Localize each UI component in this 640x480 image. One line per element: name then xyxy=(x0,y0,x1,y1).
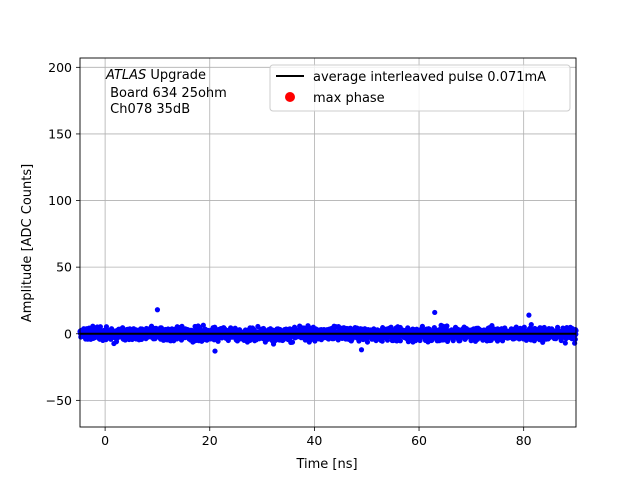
annotation-upgrade: Upgrade xyxy=(146,68,206,83)
x-tick-label: 60 xyxy=(411,433,427,448)
annotation-atlas: ATLAS xyxy=(105,68,146,83)
data-point xyxy=(384,337,391,343)
data-point xyxy=(528,322,534,328)
y-axis-label: Amplitude [ADC Counts] xyxy=(20,164,35,322)
data-point xyxy=(289,339,296,345)
data-point xyxy=(521,324,527,330)
data-point xyxy=(419,323,426,329)
data-point xyxy=(358,347,365,353)
data-point xyxy=(312,338,318,344)
data-point xyxy=(364,339,371,345)
x-tick-label: 20 xyxy=(202,433,218,448)
legend-label-max-phase: max phase xyxy=(313,91,385,106)
data-point xyxy=(562,340,568,346)
y-tick-label: 200 xyxy=(48,60,72,75)
data-point xyxy=(526,312,532,318)
data-point xyxy=(572,336,578,342)
data-point xyxy=(379,338,385,344)
annotation-line-3: Ch078 35dB xyxy=(106,102,190,117)
y-tick-label: 150 xyxy=(48,126,72,141)
y-tick-label: −50 xyxy=(46,393,72,408)
data-point xyxy=(397,338,403,344)
data-point xyxy=(212,348,218,354)
y-tick-label: 50 xyxy=(56,260,72,275)
x-tick-label: 40 xyxy=(306,433,322,448)
series-layer xyxy=(77,307,579,354)
y-tick-label: 0 xyxy=(64,326,72,341)
plot-frame xyxy=(79,57,577,428)
legend-dot-max-phase xyxy=(285,92,295,102)
data-point xyxy=(215,338,221,344)
annotation: ATLAS Upgrade Board 634 25ohm Ch078 35dB xyxy=(105,68,227,117)
data-point xyxy=(154,307,161,313)
data-point xyxy=(432,309,438,316)
data-point xyxy=(444,323,450,329)
annotation-line-2: Board 634 25ohm xyxy=(106,86,227,101)
data-point xyxy=(558,337,564,344)
x-tick-label: 0 xyxy=(101,433,109,448)
y-tick-label: 100 xyxy=(48,193,72,208)
data-point xyxy=(417,337,423,344)
legend-label-average-pulse: average interleaved pulse 0.071mA xyxy=(313,70,546,85)
legend-frame xyxy=(269,64,571,112)
annotation-line-1: ATLAS Upgrade xyxy=(105,68,206,83)
axes: 0 20 40 60 80 −50 0 50 100 150 200 xyxy=(46,57,577,448)
data-point xyxy=(255,323,261,330)
x-tick-label: 80 xyxy=(516,433,532,448)
x-axis-label: Time [ns] xyxy=(295,457,357,472)
data-point xyxy=(103,324,110,330)
legend: average interleaved pulse 0.071mA max ph… xyxy=(269,64,571,112)
data-point xyxy=(540,339,546,345)
